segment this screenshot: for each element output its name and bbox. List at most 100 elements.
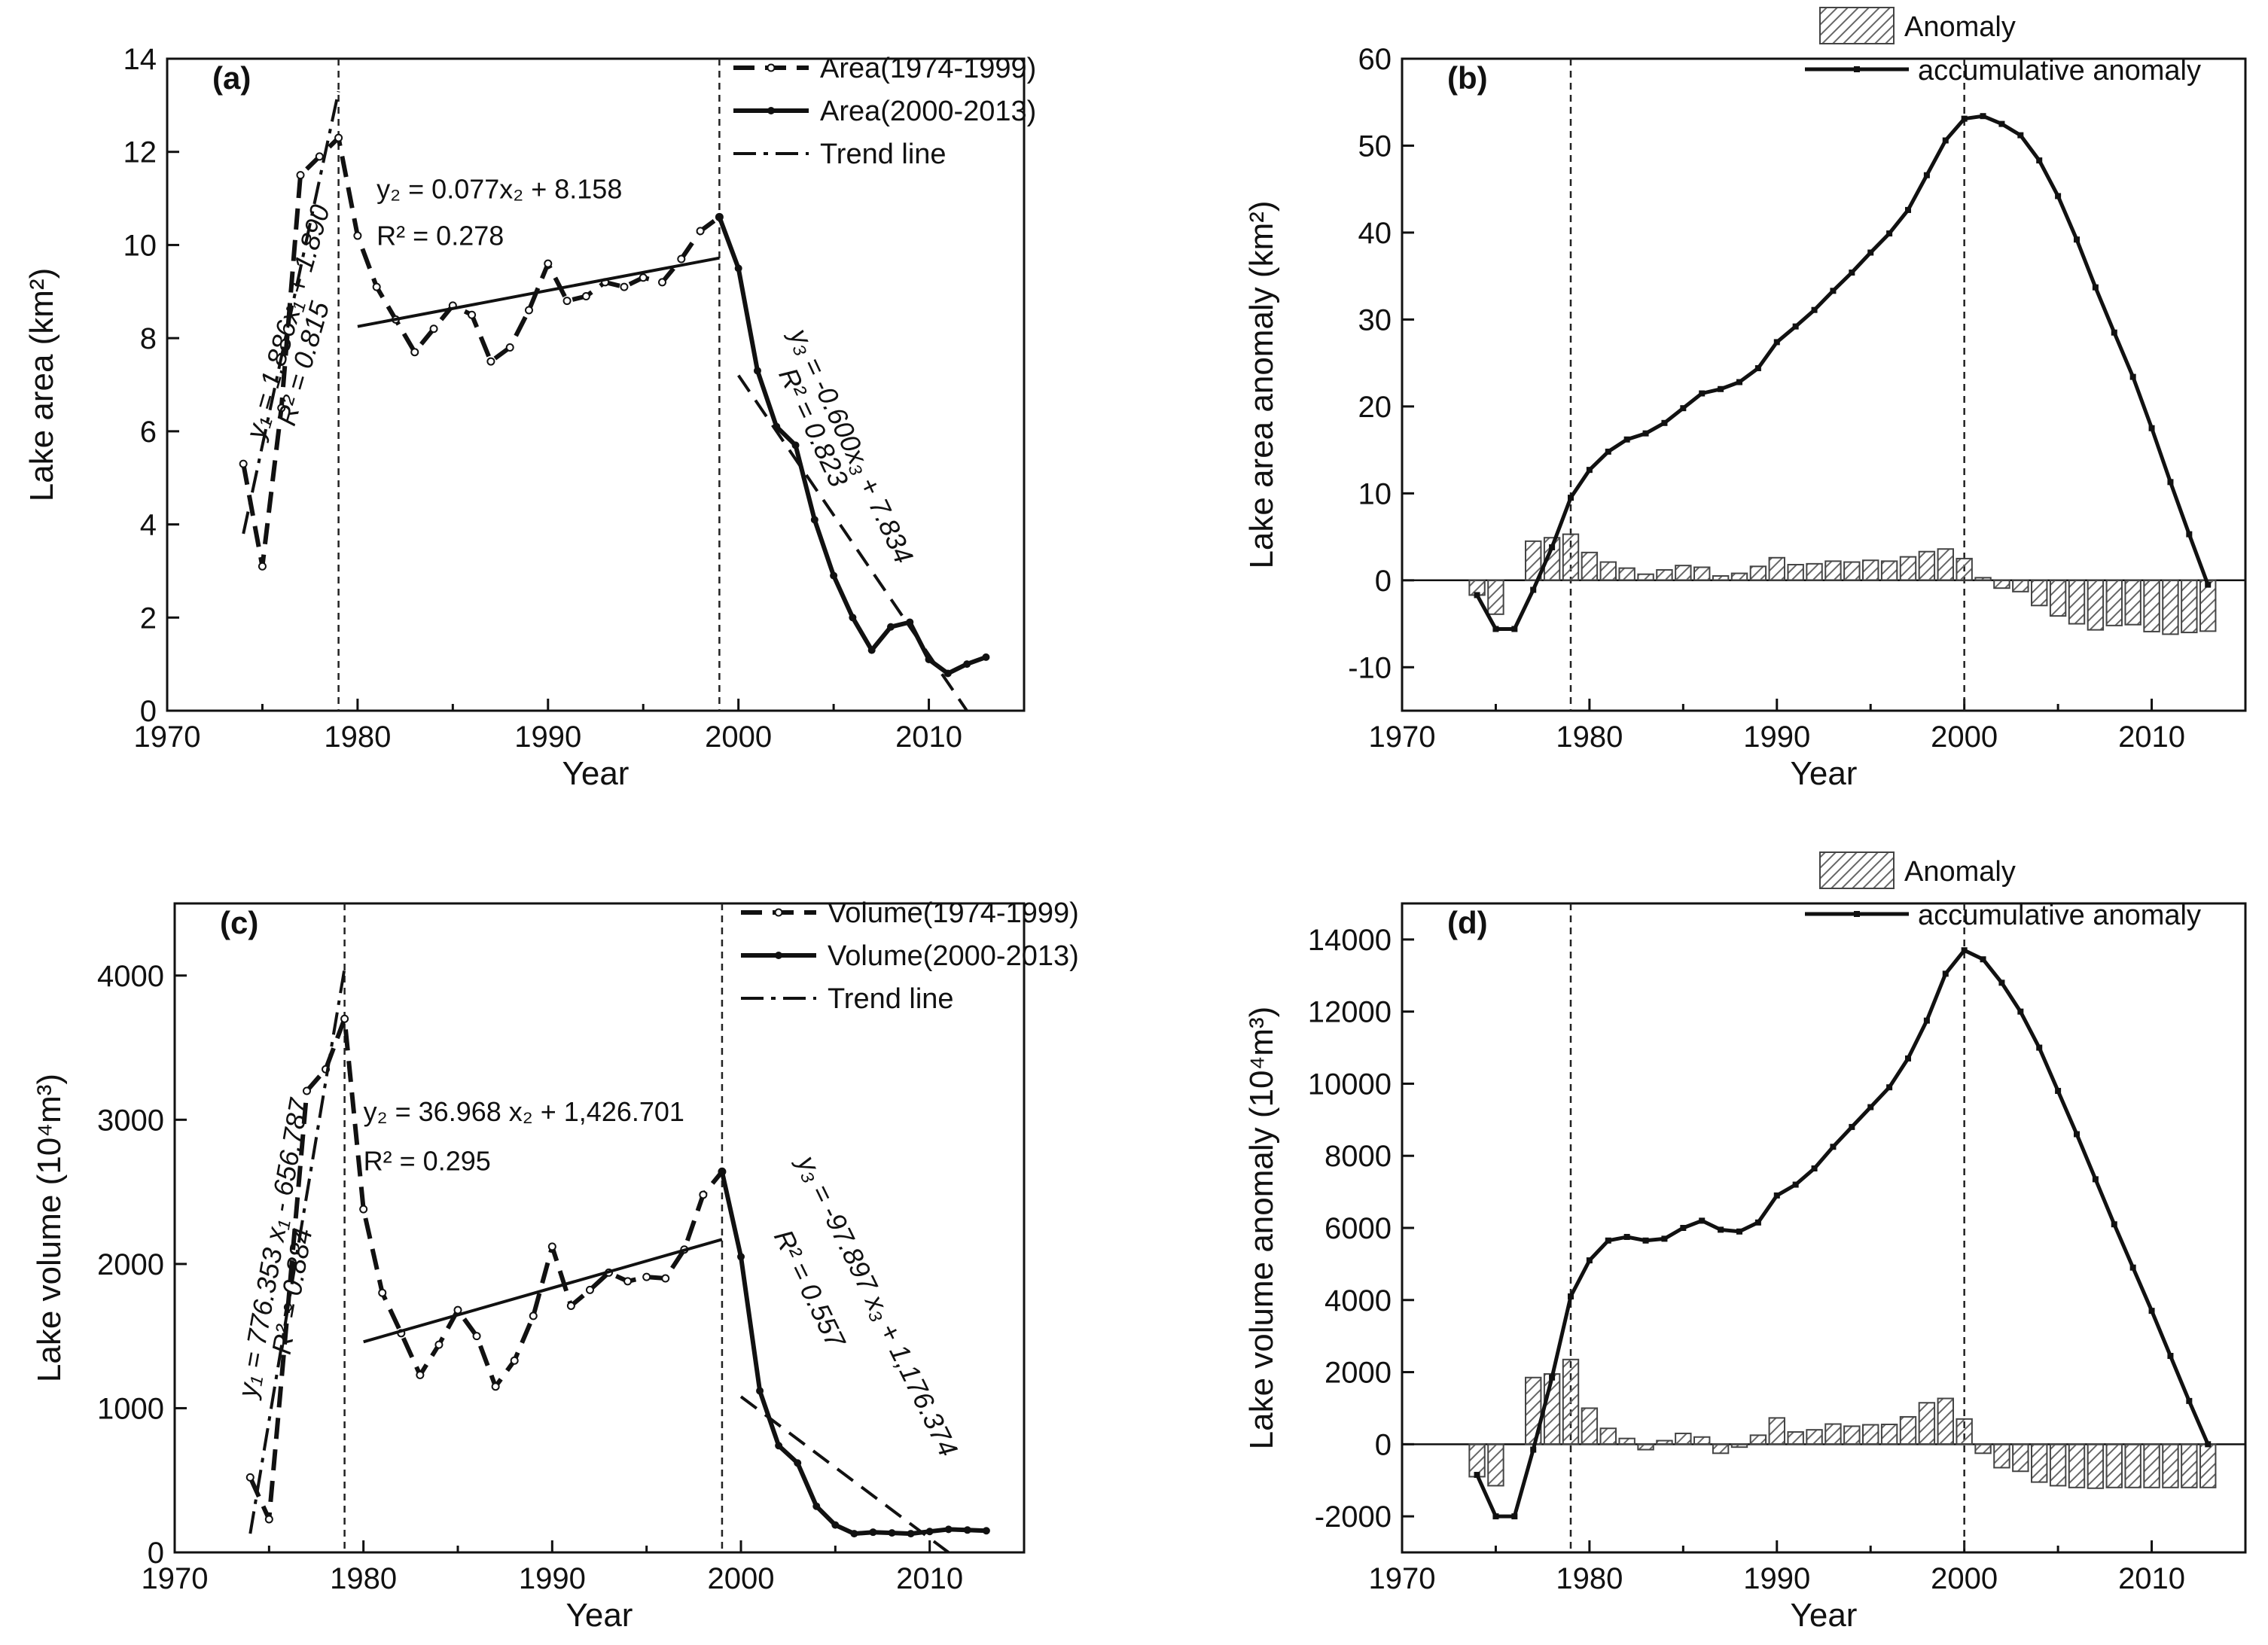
data-point <box>850 1530 858 1538</box>
x-tick-label: 2010 <box>2118 1562 2185 1595</box>
anomaly-bar <box>2181 1443 2198 1488</box>
anomaly-bar <box>2124 579 2141 626</box>
y-tick-label: 0 <box>1375 565 1392 598</box>
y-tick-label: 4000 <box>97 960 164 993</box>
anomaly-bar <box>1581 551 1599 581</box>
accumulative-point <box>1511 626 1518 632</box>
accumulative-point <box>1773 339 1780 346</box>
accumulative-point <box>1549 544 1556 550</box>
y-tick-label: 6 <box>140 416 157 449</box>
accumulative-point <box>1792 1181 1799 1188</box>
data-point <box>429 324 438 334</box>
accumulative-point <box>2148 1308 2155 1314</box>
data-point <box>472 1332 481 1341</box>
x-tick-label: 1980 <box>324 720 391 754</box>
x-tick-label: 1980 <box>1556 1562 1623 1595</box>
anomaly-bar <box>1693 1436 1711 1445</box>
y-tick-label: 4 <box>140 509 157 542</box>
y-tick-label: 0 <box>1375 1428 1392 1461</box>
legend-entry: Trend line <box>820 139 947 170</box>
accumulative-point <box>1905 1055 1911 1062</box>
x-tick-label: 1970 <box>134 720 201 754</box>
data-point <box>510 1356 519 1365</box>
anomaly-bar <box>1806 1429 1823 1445</box>
anomaly-bar <box>2181 579 2198 634</box>
accumulative-point <box>1942 970 1949 977</box>
anomaly-bar <box>1956 1418 1973 1445</box>
trend-equation: R² = 0.295 <box>364 1145 491 1176</box>
anomaly-bar <box>1806 562 1823 581</box>
accumulative-point <box>1718 385 1724 392</box>
accumulative-point <box>1736 1228 1742 1235</box>
x-tick-label: 1990 <box>1743 720 1810 754</box>
accumulative-point <box>1605 1237 1611 1244</box>
data-point <box>849 614 857 622</box>
x-tick-label: 1990 <box>514 720 581 754</box>
accumulative-point <box>2092 284 2099 291</box>
accumulative-point <box>1549 1374 1556 1381</box>
accumulative-point <box>1886 230 1893 237</box>
anomaly-bar <box>1487 1443 1504 1487</box>
anomaly-bar <box>2012 1443 2029 1473</box>
data-point <box>566 1301 575 1310</box>
legend-marker <box>767 107 775 114</box>
data-point <box>907 1530 915 1538</box>
accumulative-point <box>2036 1044 2043 1051</box>
accumulative-point <box>2186 1397 2193 1404</box>
data-point <box>869 1528 877 1537</box>
accumulative-point <box>1492 1513 1499 1520</box>
data-point <box>547 1242 556 1251</box>
anomaly-bar <box>1543 537 1561 581</box>
y-tick-label: 40 <box>1358 217 1392 250</box>
anomaly-bar <box>1937 1397 1954 1445</box>
accumulative-point <box>1642 1237 1649 1244</box>
anomaly-bar <box>1562 1358 1580 1445</box>
y-tick-label: 20 <box>1358 391 1392 424</box>
trend-equation: y₂ = 36.968 x₂ + 1,426.701 <box>364 1096 684 1127</box>
y-tick-label: 3000 <box>97 1104 164 1137</box>
panel-b-area-anomaly-chart: 1970 1980 1990 2000 2010 -10 0 10 20 30 40 50 60 Year… <box>1243 7 2247 792</box>
anomaly-bar <box>1768 1417 1785 1445</box>
accumulative-anomaly-line <box>1475 948 2210 1519</box>
data-point <box>775 1442 783 1450</box>
anomaly-bar <box>2162 1443 2179 1488</box>
anomaly-bar <box>1675 1432 1692 1445</box>
x-tick-label: 2000 <box>1931 720 1998 754</box>
data-point <box>734 264 742 273</box>
accumulative-point <box>1849 1123 1855 1130</box>
legend-entry: accumulative anomaly <box>1918 55 2201 87</box>
data-point <box>810 516 818 524</box>
data-point <box>696 227 705 236</box>
anomaly-bar <box>1749 1434 1767 1445</box>
data-point <box>982 1527 990 1535</box>
accumulative-point <box>2074 1131 2080 1138</box>
anomaly-bar <box>2068 1443 2086 1488</box>
data-point <box>491 1382 500 1391</box>
x-tick-label: 1970 <box>1369 720 1436 754</box>
anomaly-bar <box>1974 1443 1992 1455</box>
x-tick-label: 1990 <box>519 1562 586 1595</box>
data-point <box>581 291 590 300</box>
accumulative-point <box>1886 1084 1893 1091</box>
data-point <box>562 297 572 306</box>
x-tick-label: 2000 <box>1931 1562 1998 1595</box>
trend-equation: y₃ = -0.600x₃ + 7.834 <box>783 321 920 568</box>
y-tick-label: 0 <box>140 695 157 728</box>
data-point <box>715 213 724 221</box>
accumulative-point <box>1923 172 1930 178</box>
anomaly-bar <box>1787 564 1804 581</box>
data-point <box>416 1370 425 1379</box>
trend-equation: y₂ = 0.077x₂ + 8.158 <box>376 174 622 205</box>
anomaly-bar <box>2143 1443 2160 1488</box>
anomaly-bar <box>1487 579 1504 615</box>
anomaly-bar <box>1862 1424 1879 1445</box>
anomaly-bar <box>1599 1427 1617 1445</box>
anomaly-bar <box>1525 540 1542 581</box>
accumulative-point <box>2205 1441 2212 1448</box>
accumulative-point <box>1605 448 1611 455</box>
panel-d-volume-anomaly-chart: 1970 1980 1990 2000 2010 -2000 0 2000 4000 6000 80… <box>1243 851 2247 1634</box>
data-point <box>505 343 514 352</box>
plot-frame <box>1401 57 2247 712</box>
legend-entry: Volume(1974-1999) <box>828 897 1079 929</box>
accumulative-point <box>1623 1233 1630 1240</box>
